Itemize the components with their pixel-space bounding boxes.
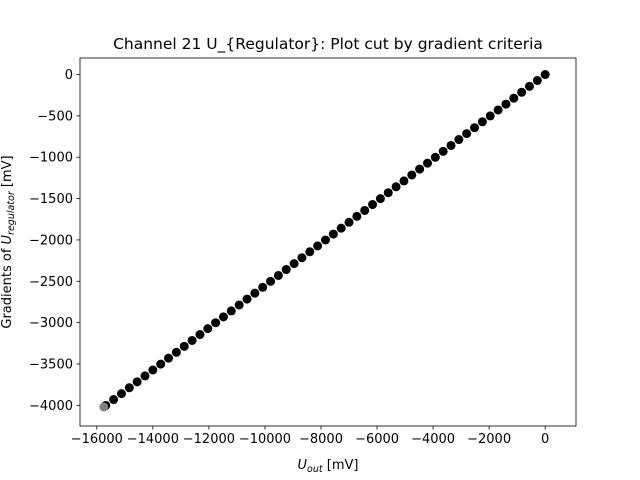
data-point (156, 359, 166, 369)
y-tick-label: −1500 (29, 192, 73, 207)
data-point (336, 223, 346, 233)
x-axis-label: Uout [mV] (298, 458, 359, 475)
x-tick-label: −2000 (467, 432, 511, 447)
axes-frame (79, 57, 577, 427)
data-point (462, 129, 472, 139)
data-point (313, 241, 323, 251)
cut-data-point (99, 402, 109, 412)
data-point (501, 99, 511, 109)
y-axis-label-prefix: Gradients of (0, 244, 15, 328)
data-point (218, 312, 228, 322)
data-point (171, 347, 181, 357)
data-point (140, 371, 150, 381)
data-point (203, 324, 213, 334)
data-point (266, 276, 276, 286)
x-tick-label: 0 (541, 432, 549, 447)
y-tick-label: −3000 (29, 316, 73, 331)
data-point (430, 152, 440, 162)
data-point (258, 282, 268, 292)
x-tick-label: −10000 (239, 432, 291, 447)
y-tick-label: −500 (37, 109, 73, 124)
y-tick-label: −2000 (29, 233, 73, 248)
data-point (540, 70, 550, 80)
data-point (234, 300, 244, 310)
data-point (164, 353, 174, 363)
y-tick-label: −4000 (29, 399, 73, 414)
data-point (422, 158, 432, 168)
x-tick-label: −6000 (355, 432, 399, 447)
data-point (454, 135, 464, 145)
data-point (187, 335, 197, 345)
y-tick-label: 0 (65, 68, 73, 83)
data-point (124, 383, 134, 393)
y-axis-label-base: U (0, 234, 15, 244)
x-tick-label: −4000 (411, 432, 455, 447)
data-point (116, 389, 126, 399)
data-point (344, 217, 354, 227)
data-point (250, 288, 260, 298)
y-axis-label-sub: regulator (6, 190, 17, 235)
data-point (438, 146, 448, 156)
data-point (517, 87, 527, 97)
data-point (297, 253, 307, 263)
data-point (368, 200, 378, 210)
data-point (179, 341, 189, 351)
data-point (493, 105, 503, 115)
data-point (415, 164, 425, 174)
data-point (281, 265, 291, 275)
data-point (524, 81, 534, 91)
y-axis-label-unit: [mV] (0, 155, 15, 191)
x-axis-label-unit: [mV] (323, 458, 359, 473)
data-point (399, 176, 409, 186)
axes: −16000 −14000 −12000 −10000 −8000 −6000 −4000−… (29, 57, 577, 447)
data-point (242, 294, 252, 304)
y-tick-label: −3500 (29, 357, 73, 372)
data-point (289, 259, 299, 269)
x-tick-label: −12000 (183, 432, 235, 447)
data-point (109, 395, 119, 405)
data-point (360, 205, 370, 215)
x-tick-label: −8000 (299, 432, 343, 447)
data-point (407, 170, 417, 180)
data-point (226, 306, 236, 316)
data-point (383, 188, 393, 198)
data-point (195, 330, 205, 340)
data-point (352, 211, 362, 221)
data-point (328, 229, 338, 239)
data-point (446, 140, 456, 150)
data-point (485, 111, 495, 121)
data-point (320, 235, 330, 245)
y-axis-label: Gradients of Uregulator [mV] (0, 155, 17, 328)
y-tick-label: −2500 (29, 275, 73, 290)
x-axis-label-sub: out (307, 464, 324, 475)
x-tick-label: −16000 (71, 432, 123, 447)
x-axis-label-base: U (298, 458, 308, 473)
data-point (477, 117, 487, 127)
data-point (305, 247, 315, 257)
data-point (391, 182, 401, 192)
data-point (132, 377, 142, 387)
chart-title: Channel 21 U_{Regulator}: Plot cut by gr… (113, 35, 543, 54)
data-point (148, 365, 158, 375)
data-point (470, 123, 480, 133)
y-tick-label: −1000 (29, 151, 73, 166)
x-tick-label: −14000 (127, 432, 179, 447)
data-point (509, 93, 519, 103)
data-point (211, 318, 221, 328)
data-point (375, 194, 385, 204)
data-point (273, 270, 283, 280)
plot-area (99, 70, 550, 412)
data-point (532, 75, 542, 85)
